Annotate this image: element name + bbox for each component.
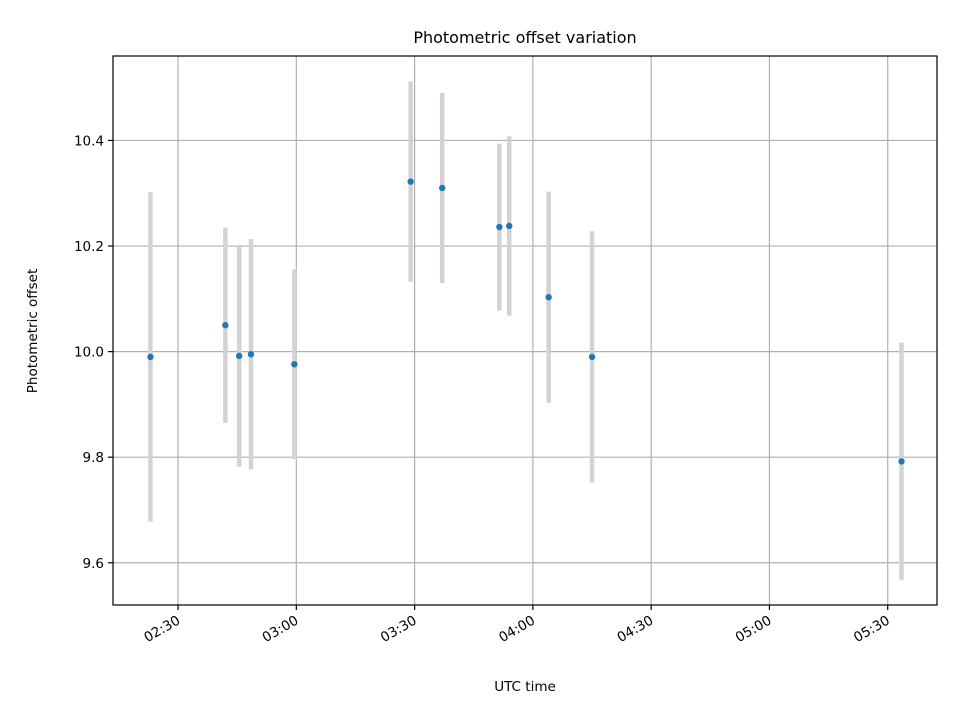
y-tick-label: 9.8: [83, 450, 104, 466]
data-point: [588, 353, 596, 361]
grid: [113, 56, 937, 605]
data-point: [506, 222, 513, 230]
x-tick-label: 04:30: [614, 613, 656, 646]
chart-title: Photometric offset variation: [413, 28, 636, 47]
x-tick-label: 05:30: [851, 613, 893, 646]
data-point: [247, 351, 255, 358]
data-point: [496, 223, 503, 231]
data-point: [291, 361, 298, 368]
data-point: [235, 352, 243, 360]
data-point: [407, 178, 414, 185]
x-tick-label: 02:30: [141, 613, 183, 646]
error-bars: [148, 81, 904, 581]
y-tick-label: 10.2: [74, 239, 104, 255]
x-tick-label: 03:00: [260, 613, 302, 646]
x-axis: 02:30 03:00 03:30 04:00 04:30 05:00 05:30: [141, 605, 893, 646]
x-tick-label: 04:00: [496, 613, 538, 646]
data-points: [147, 178, 905, 465]
data-point: [439, 184, 446, 192]
x-tick-label: 05:00: [733, 613, 775, 646]
y-tick-label: 10.4: [74, 133, 104, 149]
y-axis-label: Photometric offset: [25, 269, 41, 393]
plot-frame: [112, 55, 938, 606]
y-axis: 9.6 9.8 10.0 10.2 10.4: [74, 133, 113, 572]
data-point: [147, 353, 154, 361]
data-point: [545, 294, 552, 301]
data-point: [222, 322, 229, 329]
x-tick-label: 03:30: [378, 613, 420, 646]
data-point: [898, 458, 905, 465]
y-tick-label: 9.6: [83, 556, 104, 572]
x-axis-label: UTC time: [494, 679, 556, 695]
y-tick-label: 10.0: [74, 345, 104, 361]
